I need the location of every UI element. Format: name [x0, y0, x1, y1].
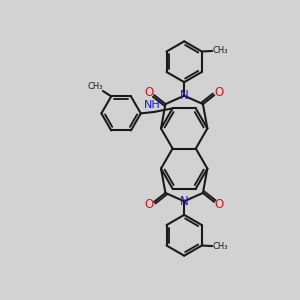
Text: O: O: [214, 198, 224, 211]
Text: CH₃: CH₃: [212, 46, 228, 56]
Text: O: O: [214, 86, 224, 99]
Text: N: N: [180, 195, 189, 208]
Text: NH: NH: [144, 100, 161, 110]
Text: N: N: [180, 89, 189, 102]
Text: O: O: [145, 86, 154, 99]
Text: O: O: [145, 198, 154, 211]
Text: CH₃: CH₃: [212, 242, 228, 250]
Text: CH₃: CH₃: [87, 82, 103, 91]
